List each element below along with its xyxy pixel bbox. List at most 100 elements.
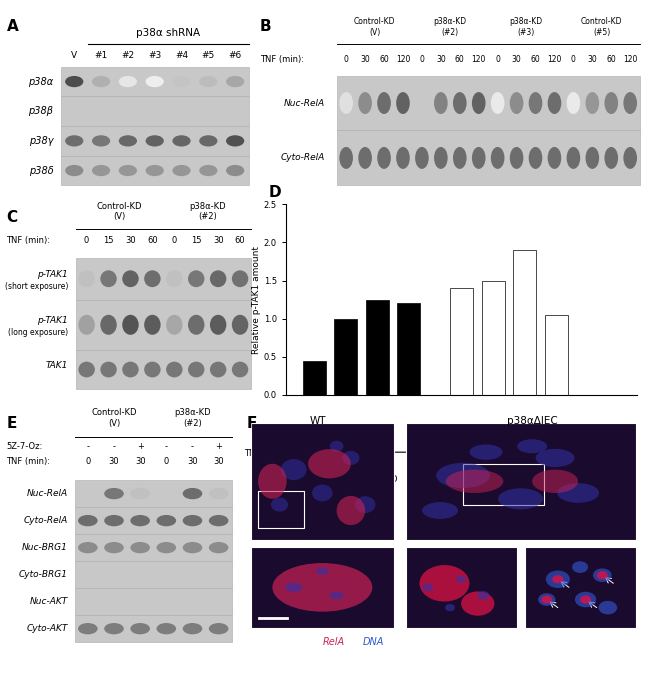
Ellipse shape — [567, 147, 580, 169]
Ellipse shape — [436, 463, 490, 488]
Text: 60: 60 — [379, 55, 389, 64]
Ellipse shape — [146, 165, 164, 176]
Ellipse shape — [226, 136, 244, 146]
Text: 0: 0 — [571, 55, 576, 64]
Bar — [75, 350, 251, 390]
Text: Control-KD
(V): Control-KD (V) — [97, 202, 142, 221]
Text: Nuc-AKT: Nuc-AKT — [30, 597, 68, 606]
Bar — [251, 423, 394, 539]
Text: -: - — [165, 442, 168, 452]
Text: p38α shRNA: p38α shRNA — [136, 29, 200, 38]
Ellipse shape — [528, 147, 542, 169]
Ellipse shape — [157, 542, 176, 553]
Ellipse shape — [593, 569, 612, 582]
Ellipse shape — [183, 542, 202, 553]
Ellipse shape — [122, 270, 138, 287]
Text: Control-KD
(V): Control-KD (V) — [354, 17, 395, 37]
Bar — [61, 67, 248, 97]
Text: (short exposure): (short exposure) — [5, 282, 68, 291]
Text: Control-KD
(V): Control-KD (V) — [91, 409, 136, 428]
Text: #1: #1 — [94, 50, 108, 60]
Text: 30: 30 — [360, 55, 370, 64]
Text: 120: 120 — [396, 55, 410, 64]
Bar — [463, 464, 543, 505]
Bar — [337, 131, 640, 185]
Text: p38α: p38α — [29, 76, 53, 86]
Ellipse shape — [146, 76, 164, 87]
Text: 60: 60 — [235, 236, 246, 245]
Text: p-TAK1: p-TAK1 — [38, 270, 68, 279]
Ellipse shape — [172, 165, 190, 176]
Bar — [75, 615, 231, 642]
Ellipse shape — [131, 542, 150, 553]
Ellipse shape — [510, 147, 523, 169]
Text: p-TAK1: p-TAK1 — [38, 317, 68, 326]
Text: TNF (min):: TNF (min): — [244, 449, 288, 458]
Text: TNF (min):: TNF (min): — [6, 236, 51, 245]
Ellipse shape — [358, 147, 372, 169]
Ellipse shape — [312, 485, 333, 501]
Bar — [482, 281, 504, 395]
Text: WT: WT — [310, 415, 326, 426]
Ellipse shape — [285, 582, 302, 592]
Ellipse shape — [604, 92, 618, 114]
Y-axis label: Relative p-TAK1 amount: Relative p-TAK1 amount — [252, 246, 261, 353]
Text: 0: 0 — [84, 236, 89, 245]
Ellipse shape — [210, 315, 226, 335]
Ellipse shape — [586, 147, 599, 169]
Ellipse shape — [355, 496, 376, 513]
Text: 60: 60 — [147, 236, 158, 245]
Ellipse shape — [538, 593, 555, 606]
Ellipse shape — [131, 488, 150, 499]
Text: 30: 30 — [531, 429, 541, 439]
Ellipse shape — [65, 136, 83, 146]
Text: Nuc-BRG1: Nuc-BRG1 — [22, 543, 68, 552]
Ellipse shape — [461, 591, 495, 616]
Ellipse shape — [597, 571, 608, 580]
Ellipse shape — [119, 76, 137, 87]
Bar — [61, 156, 248, 185]
Text: 60: 60 — [606, 55, 616, 64]
Text: 60: 60 — [455, 55, 465, 64]
Text: 30: 30 — [436, 55, 446, 64]
Text: (long exposure): (long exposure) — [8, 328, 68, 337]
Text: (#2): (#2) — [514, 494, 532, 503]
Ellipse shape — [552, 575, 564, 584]
Ellipse shape — [604, 147, 618, 169]
Bar — [75, 534, 231, 561]
Ellipse shape — [92, 136, 110, 146]
Ellipse shape — [183, 515, 202, 526]
Ellipse shape — [199, 136, 218, 146]
Text: 60: 60 — [563, 429, 573, 439]
Ellipse shape — [330, 591, 344, 599]
Text: Nuc-RelA: Nuc-RelA — [284, 99, 325, 108]
Ellipse shape — [232, 362, 248, 377]
Ellipse shape — [281, 459, 307, 480]
Ellipse shape — [422, 502, 458, 519]
Ellipse shape — [172, 136, 190, 146]
Ellipse shape — [434, 147, 448, 169]
Text: #2: #2 — [122, 50, 135, 60]
Ellipse shape — [422, 584, 434, 591]
Text: p38δ: p38δ — [29, 165, 53, 176]
Text: #3: #3 — [148, 50, 161, 60]
Bar — [75, 561, 231, 588]
Ellipse shape — [337, 496, 365, 525]
Text: -: - — [191, 442, 194, 452]
Bar — [545, 315, 568, 395]
Text: -: - — [112, 442, 116, 452]
Ellipse shape — [396, 92, 410, 114]
Bar — [61, 97, 248, 126]
Ellipse shape — [572, 561, 588, 573]
Ellipse shape — [567, 92, 580, 114]
Text: D: D — [268, 185, 281, 200]
Ellipse shape — [536, 449, 575, 467]
Text: 5Z-7-Oz:: 5Z-7-Oz: — [6, 442, 43, 452]
Ellipse shape — [100, 270, 117, 287]
Ellipse shape — [232, 315, 248, 335]
Bar — [334, 319, 358, 395]
Ellipse shape — [472, 147, 486, 169]
Ellipse shape — [146, 136, 164, 146]
Text: Nuc-RelA: Nuc-RelA — [27, 489, 68, 498]
Ellipse shape — [157, 623, 176, 634]
